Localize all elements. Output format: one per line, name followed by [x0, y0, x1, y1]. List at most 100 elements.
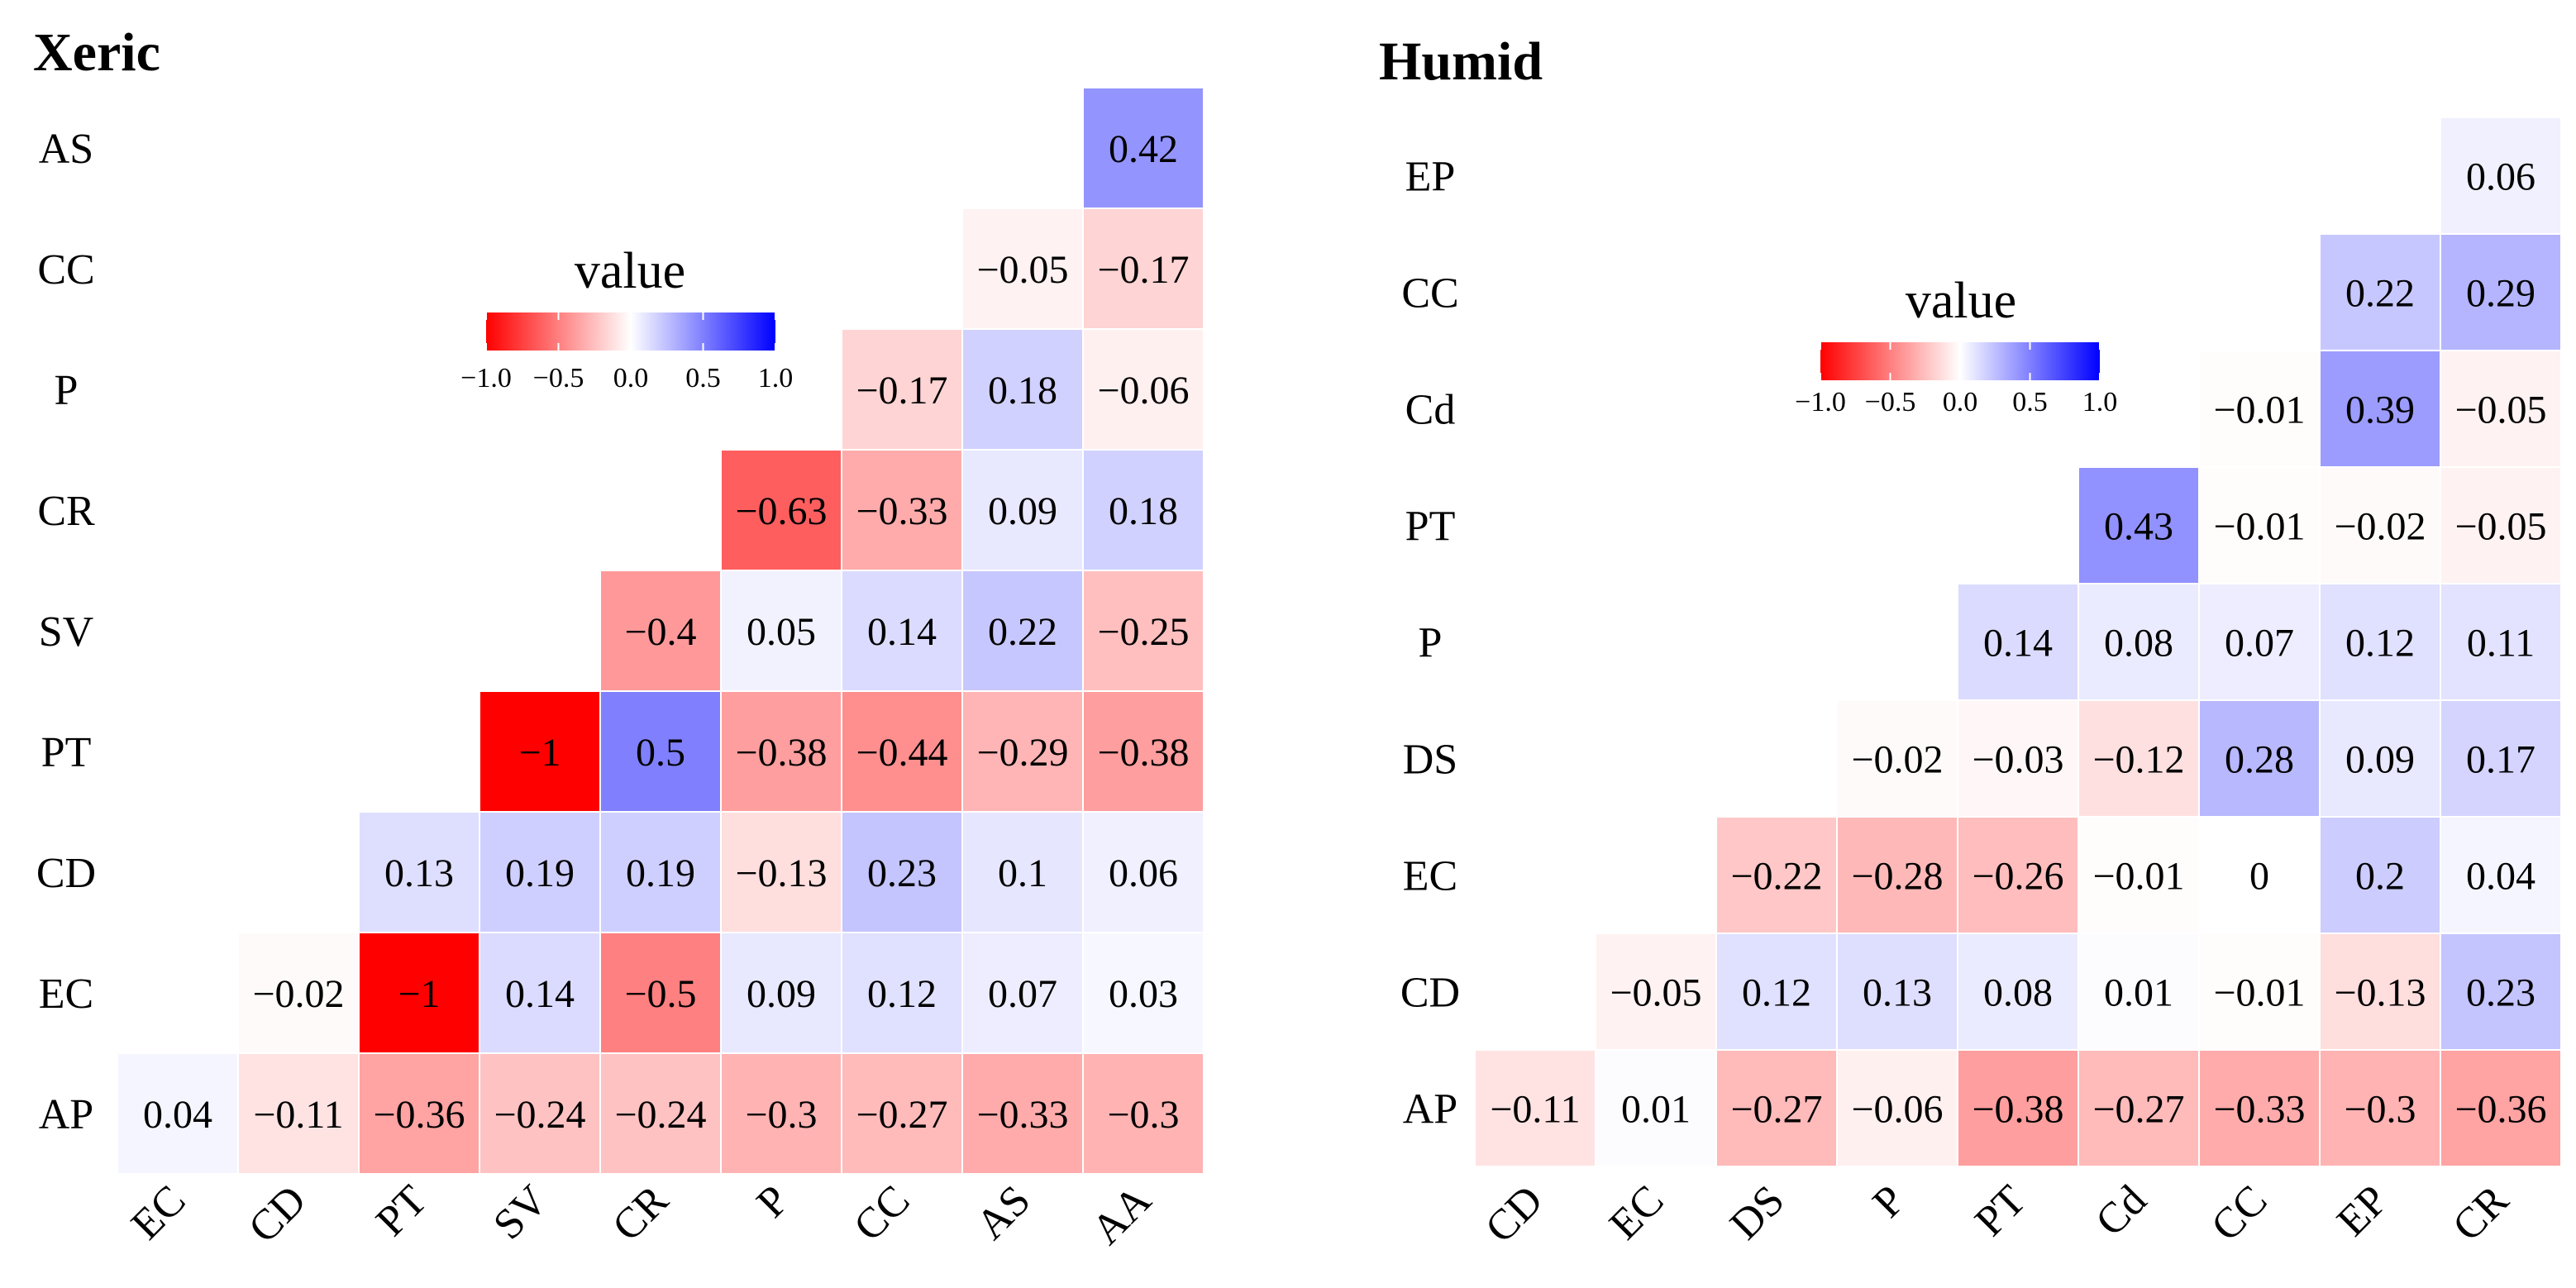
cell-value-label: −0.38: [1972, 1088, 2063, 1132]
column-label: EC: [1600, 1176, 1672, 1248]
xeric-panel: Xeric 0.42 −0.05 −0.17 −0.17 0.18 −0.06 −0.63 −0…: [33, 22, 1205, 1254]
cell-value-label: −0.05: [976, 248, 1068, 292]
heatmap-cell: [2440, 816, 2562, 934]
cell-value-label: −0.12: [2092, 738, 2184, 782]
cell-value-label: 0.08: [2104, 622, 2173, 665]
heatmap-cell: [720, 811, 842, 933]
cell-value-label: −0.13: [735, 852, 827, 895]
heatmap-cell: [841, 570, 963, 692]
cell-value-label: −0.13: [2334, 971, 2426, 1015]
heatmap-cell: [2319, 1049, 2441, 1167]
column-label: DS: [1721, 1176, 1793, 1248]
column-label: AS: [967, 1176, 1039, 1248]
legend-title: value: [1906, 273, 2016, 329]
cell-value-label: 0.22: [2345, 272, 2415, 316]
legend-title: value: [575, 243, 685, 299]
row-label: PT: [41, 729, 92, 776]
heatmap-cell: [1595, 933, 1717, 1051]
cell-value-label: −0.38: [1097, 731, 1189, 775]
cell-value-label: −0.33: [976, 1093, 1068, 1137]
chart-title: Xeric: [33, 22, 160, 83]
heatmap-cell: [2440, 699, 2562, 818]
heatmap-cell: [961, 811, 1084, 933]
cell-value-label: −0.05: [1610, 971, 1701, 1015]
cell-value-label: 0.08: [1983, 971, 2053, 1015]
cell-value-label: −0.4: [624, 610, 696, 654]
legend-tick-label: −0.5: [1865, 387, 1916, 417]
cell-value-label: 0.43: [2104, 505, 2173, 549]
column-label: P: [748, 1176, 799, 1227]
heatmap-cell: [1082, 932, 1205, 1054]
legend-tick-label: 0.0: [613, 363, 649, 394]
cell-value-label: −0.01: [2213, 505, 2305, 549]
cell-value-label: −0.17: [1097, 248, 1189, 292]
heatmap-cell: [358, 1052, 480, 1175]
heatmap-cell: [961, 690, 1084, 813]
cell-value-label: 0.22: [988, 610, 1057, 654]
row-label: DS: [1403, 737, 1457, 784]
heatmap-cell: [2077, 933, 2200, 1051]
cell-value-label: −0.11: [253, 1093, 343, 1137]
column-label: CD: [240, 1176, 315, 1252]
cell-value-label: 0.01: [1621, 1088, 1691, 1132]
heatmap-cell: [2319, 233, 2441, 351]
cell-value-label: −0.02: [2334, 505, 2426, 549]
heatmap-cell: [961, 570, 1084, 692]
cell-value-label: −0.38: [735, 731, 827, 775]
row-label: AP: [1403, 1086, 1457, 1133]
row-label: EC: [39, 971, 93, 1018]
row-label: AP: [39, 1091, 93, 1138]
column-label: PT: [1966, 1176, 2035, 1245]
heatmap-cell: [1474, 1049, 1596, 1167]
cell-value-label: 0.18: [1109, 489, 1178, 533]
heatmap-cell: [841, 449, 963, 571]
heatmap-cell: [1082, 328, 1205, 451]
color-legend: value −1.0 −0.5 0.0 0.5 1.0: [1795, 273, 2117, 417]
column-label: EC: [122, 1176, 194, 1248]
cell-value-label: 0.28: [2225, 738, 2294, 782]
heatmap-cell: [1082, 570, 1205, 692]
heatmap-cell: [2198, 933, 2321, 1051]
heatmap-cell: [1715, 933, 1838, 1051]
cell-value-label: −0.17: [856, 369, 947, 413]
heatmap-cell: [1836, 933, 1958, 1051]
heatmap-cell: [2198, 816, 2321, 934]
cell-value-label: 0.04: [143, 1093, 212, 1137]
heatmap-cell: [841, 690, 963, 813]
heatmap-cell: [1082, 208, 1205, 330]
row-label: CC: [1401, 270, 1458, 317]
cell-value-label: 0.09: [747, 972, 816, 1016]
cell-value-label: 0.13: [384, 852, 454, 895]
heatmap-cell: [479, 1052, 601, 1175]
heatmap-cell: [599, 1052, 722, 1175]
column-label: CR: [603, 1176, 678, 1251]
heatmap-cell: [841, 1052, 963, 1175]
cell-value-label: −0.33: [2213, 1088, 2305, 1132]
cell-value-label: −0.25: [1097, 610, 1189, 654]
heatmap-cell: [2198, 583, 2321, 701]
cell-value-label: 0.12: [867, 972, 937, 1016]
heatmap-cell: [961, 328, 1084, 451]
heatmap-cell: [1836, 699, 1958, 818]
heatmap-cell: [720, 690, 842, 813]
row-label: AS: [39, 126, 93, 173]
cell-value-label: −0.3: [2344, 1088, 2416, 1132]
column-label: SV: [484, 1176, 556, 1248]
cell-value-label: −0.27: [856, 1093, 947, 1137]
column-label: EP: [2328, 1176, 2397, 1245]
cell-value-label: 0.11: [2467, 622, 2535, 665]
heatmap-cell: [2077, 699, 2200, 818]
heatmap-cell: [117, 1052, 239, 1175]
row-label: EP: [1405, 154, 1456, 201]
row-label: P: [1419, 620, 1443, 667]
row-label: CD: [1400, 970, 1460, 1017]
cell-value-label: −0.02: [1851, 738, 1943, 782]
column-label: CD: [1476, 1176, 1552, 1252]
row-label: EC: [1403, 853, 1457, 900]
heatmap-cell: [961, 208, 1084, 330]
row-label: CR: [37, 488, 95, 535]
legend-tick-label: 0.5: [2012, 387, 2048, 417]
cell-value-label: −0.36: [373, 1093, 465, 1137]
chart-title: Humid: [1379, 31, 1543, 92]
